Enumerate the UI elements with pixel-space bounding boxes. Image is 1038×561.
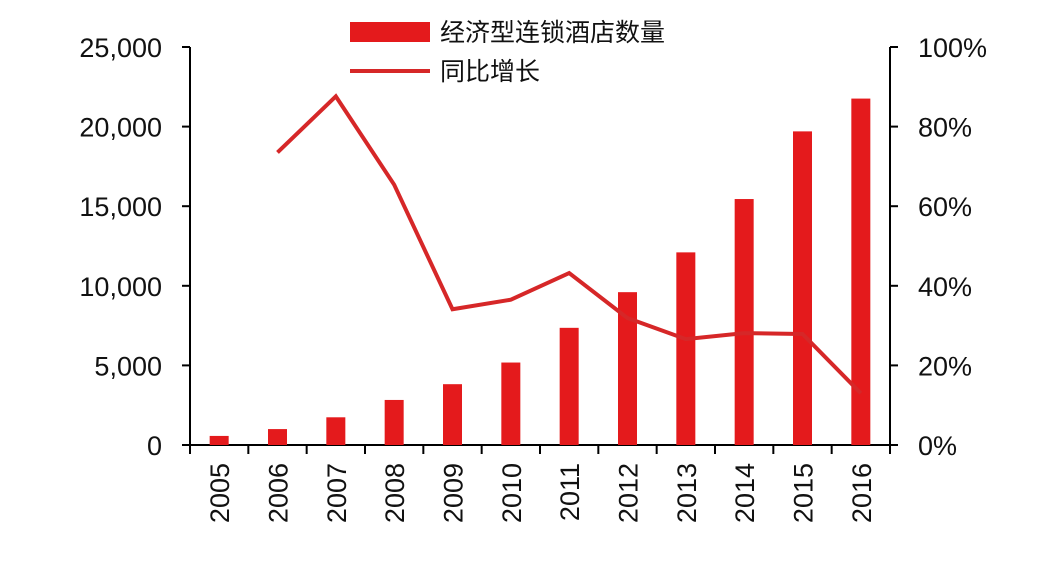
bar-2007: [326, 417, 345, 445]
y-left-tick-label: 10,000: [79, 272, 162, 302]
x-tick-label: 2012: [614, 463, 644, 523]
bar-2009: [443, 384, 462, 445]
x-tick-label: 2005: [205, 463, 235, 523]
y-left-tick-label: 20,000: [79, 113, 162, 143]
y-left-tick-label: 5,000: [94, 351, 162, 381]
y-right-tick-label: 20%: [918, 351, 972, 381]
bar-2014: [735, 199, 754, 445]
y-left-tick-label: 15,000: [79, 192, 162, 222]
bar-2008: [385, 400, 404, 445]
legend-bar-label: 经济型连锁酒店数量: [440, 19, 665, 47]
y-left-tick-label: 25,000: [79, 33, 162, 63]
y-right-tick-label: 40%: [918, 272, 972, 302]
x-tick-label: 2007: [322, 463, 352, 523]
x-tick-label: 2015: [789, 463, 819, 523]
y-right-tick-label: 0%: [918, 431, 957, 461]
bar-2010: [501, 363, 520, 445]
bar-2013: [676, 252, 695, 445]
x-tick-label: 2006: [264, 463, 294, 523]
x-tick-label: 2014: [730, 463, 760, 523]
bar-2015: [793, 131, 812, 445]
x-tick-label: 2013: [672, 463, 702, 523]
legend: 经济型连锁酒店数量 同比增长: [350, 19, 665, 86]
x-tick-label: 2008: [380, 463, 410, 523]
legend-line-label: 同比增长: [440, 58, 540, 86]
y-right-tick-label: 100%: [918, 33, 987, 63]
y-right-tick-label: 60%: [918, 192, 972, 222]
bar-2005: [210, 436, 229, 445]
y-left-tick-label: 0: [147, 431, 162, 461]
y-right-tick-label: 80%: [918, 113, 972, 143]
x-tick-label: 2009: [439, 463, 469, 523]
bar-2006: [268, 429, 287, 445]
x-tick-label: 2010: [497, 463, 527, 523]
legend-bar-swatch: [350, 22, 430, 42]
x-tick-label: 2011: [555, 463, 585, 521]
bar-2011: [560, 328, 579, 445]
x-tick-label: 2016: [847, 463, 877, 523]
